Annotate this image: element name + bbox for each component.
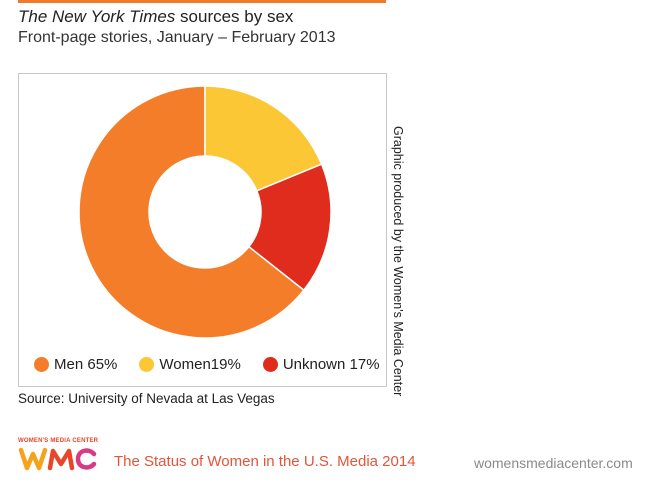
legend-label-men: Men 65%: [54, 356, 118, 373]
legend: Men 65% Women19% Unknown 17%: [34, 356, 380, 373]
legend-item-men: Men 65%: [34, 356, 117, 373]
title-rest: sources by sex: [175, 7, 294, 26]
logo-wordmark: WOMEN'S MEDIA CENTER: [18, 438, 99, 444]
report-title: The Status of Women in the U.S. Media 20…: [114, 453, 416, 470]
chart-subtitle: Front-page stories, January – February 2…: [18, 29, 336, 46]
donut-chart: [78, 85, 332, 339]
chart-title: The New York Times sources by sex: [18, 7, 293, 27]
source-note: Source: University of Nevada at Las Vega…: [18, 391, 275, 406]
top-rule: [18, 0, 386, 3]
chart-box: Men 65% Women19% Unknown 17%: [18, 73, 387, 387]
legend-item-women: Women19%: [139, 356, 241, 373]
legend-label-women: Women19%: [159, 356, 241, 373]
legend-swatch-women: [139, 357, 155, 372]
legend-label-unknown: Unknown 17%: [282, 356, 380, 373]
slice-unknown: [247, 163, 332, 292]
legend-item-unknown: Unknown 17%: [262, 356, 380, 373]
slice-women: [204, 85, 323, 192]
wmc-logo: WOMEN'S MEDIA CENTER: [18, 438, 102, 472]
title-italic: The New York Times: [18, 7, 176, 26]
legend-swatch-men: [34, 357, 49, 372]
wmc-logo-mark: [18, 447, 97, 471]
legend-swatch-unknown: [262, 357, 278, 372]
website-link[interactable]: womensmediacenter.com: [474, 455, 633, 471]
slice-men: [78, 85, 305, 339]
graphic-credit: Graphic produced by the Women's Media Ce…: [391, 126, 405, 397]
